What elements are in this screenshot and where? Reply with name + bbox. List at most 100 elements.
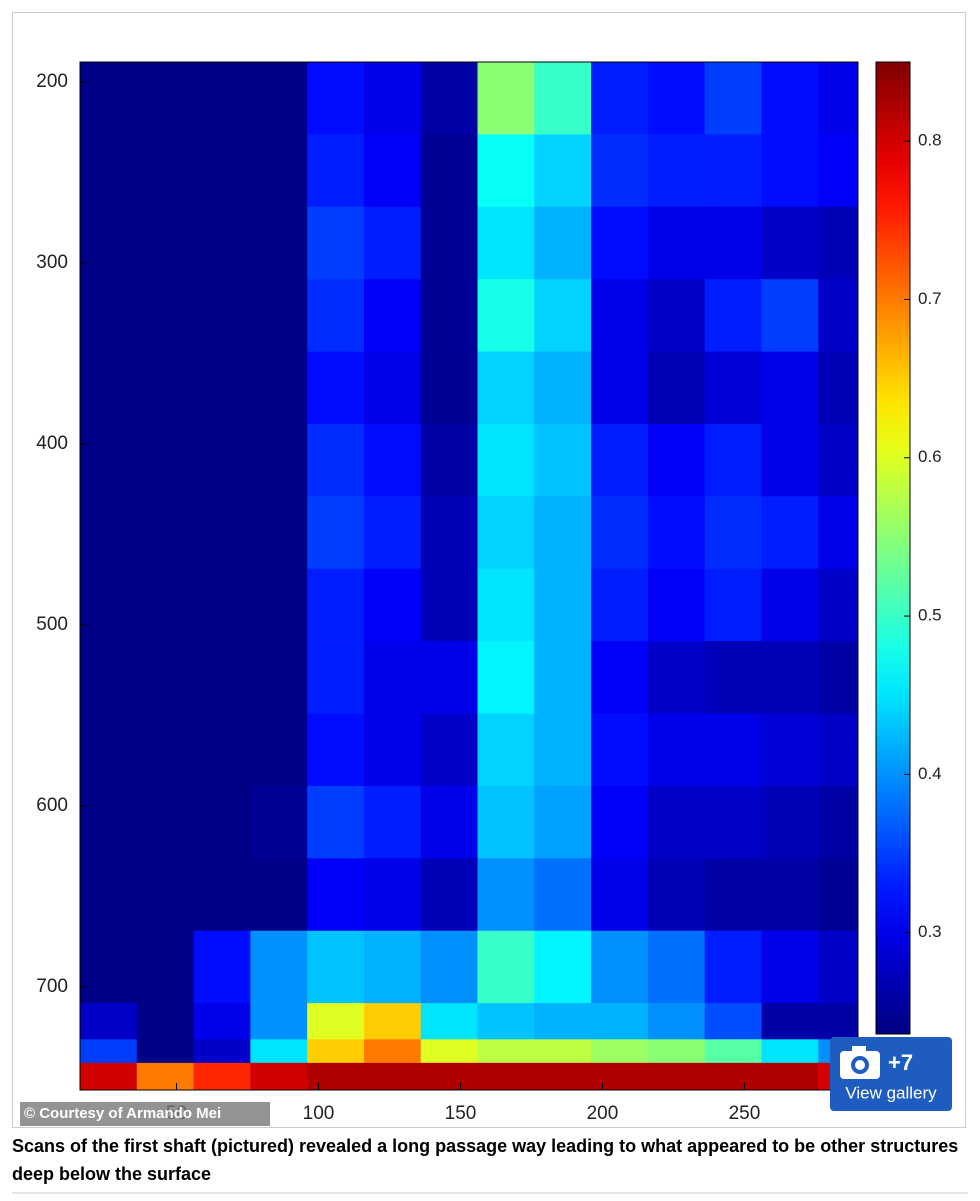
heat-cell	[250, 279, 308, 353]
heat-cell	[307, 713, 365, 787]
heat-cell	[363, 206, 422, 280]
heat-cell	[363, 1003, 422, 1040]
heat-cell	[420, 930, 479, 1004]
heat-cell	[534, 930, 592, 1004]
heat-cell	[193, 568, 251, 642]
heat-cell	[136, 496, 195, 570]
heat-cell	[477, 134, 535, 208]
heat-cell	[136, 1062, 195, 1090]
heat-cell	[591, 858, 649, 932]
heat-cell	[704, 1003, 762, 1040]
heat-cell	[193, 713, 251, 787]
heat-cell	[647, 641, 706, 715]
heat-cell	[250, 641, 308, 715]
heat-cell	[420, 496, 479, 570]
heat-cell	[307, 1003, 365, 1040]
heat-cell	[591, 496, 649, 570]
heat-cell	[704, 1039, 762, 1064]
heat-cell	[193, 1003, 251, 1040]
heat-cell	[193, 62, 251, 135]
heat-cell	[761, 1039, 819, 1064]
heat-cell	[307, 279, 365, 353]
heat-cell	[534, 1003, 592, 1040]
y-tick-label: 500	[36, 614, 68, 635]
heat-cell	[193, 1039, 251, 1064]
heat-cell	[647, 1039, 706, 1064]
heat-cell	[136, 1003, 195, 1040]
heat-cell	[80, 206, 138, 280]
heat-cell	[420, 134, 479, 208]
heat-cell	[250, 496, 308, 570]
heat-cell	[477, 930, 535, 1004]
heat-cell	[647, 785, 706, 859]
heat-cell	[818, 206, 858, 280]
heat-cell	[818, 62, 858, 135]
heat-cell	[704, 279, 762, 353]
heat-cell	[193, 423, 251, 497]
heat-cell	[250, 858, 308, 932]
gallery-count[interactable]: +7	[888, 1050, 913, 1075]
heat-cell	[704, 423, 762, 497]
heat-cell	[80, 496, 138, 570]
heat-cell	[363, 351, 422, 425]
heat-cell	[534, 858, 592, 932]
heat-cell	[307, 351, 365, 425]
heat-cell	[80, 1039, 138, 1064]
heat-cell	[363, 62, 422, 135]
heat-cell	[818, 496, 858, 570]
heat-cell	[80, 134, 138, 208]
heat-cell	[591, 930, 649, 1004]
heat-cell	[307, 785, 365, 859]
heat-cell	[477, 1062, 535, 1090]
camera-icon[interactable]	[840, 1046, 880, 1079]
colorbar-tick-label: 0.7	[918, 289, 942, 308]
heat-cell	[193, 785, 251, 859]
heat-cell	[761, 423, 819, 497]
heat-cell	[704, 1062, 762, 1090]
heat-cell	[307, 496, 365, 570]
colorbar-tick-label: 0.4	[918, 764, 942, 783]
heat-cell	[363, 279, 422, 353]
heat-cell	[591, 206, 649, 280]
heat-cell	[80, 1062, 138, 1090]
heat-cell	[477, 1039, 535, 1064]
heat-cell	[136, 351, 195, 425]
heat-cell	[818, 134, 858, 208]
heat-cell	[647, 134, 706, 208]
heat-cell	[420, 1003, 479, 1040]
heat-cell	[761, 1062, 819, 1090]
heat-cell	[80, 568, 138, 642]
heat-cell	[591, 1039, 649, 1064]
heat-cell	[591, 785, 649, 859]
heat-cell	[250, 62, 308, 135]
heat-cell	[647, 279, 706, 353]
heat-cell	[307, 423, 365, 497]
heat-cell	[704, 206, 762, 280]
heat-cell	[534, 279, 592, 353]
heat-cell	[136, 62, 195, 135]
heat-cell	[80, 930, 138, 1004]
heat-cell	[420, 568, 479, 642]
heat-cell	[591, 134, 649, 208]
heat-cell	[307, 641, 365, 715]
heat-cell	[80, 279, 138, 353]
heat-cell	[477, 496, 535, 570]
heat-cell	[477, 713, 535, 787]
heat-cell	[761, 930, 819, 1004]
heat-cell	[818, 568, 858, 642]
gallery-label[interactable]: View gallery	[845, 1083, 937, 1102]
heat-cell	[363, 713, 422, 787]
heat-cell	[80, 1003, 138, 1040]
heat-cell	[818, 858, 858, 932]
heat-cell	[363, 641, 422, 715]
heat-cell	[647, 568, 706, 642]
colorbar-tick-label: 0.8	[918, 131, 942, 150]
heat-cell	[420, 713, 479, 787]
heat-cell	[477, 206, 535, 280]
heat-cell	[250, 568, 308, 642]
heat-cell	[477, 641, 535, 715]
heat-cell	[591, 641, 649, 715]
heat-cell	[363, 930, 422, 1004]
heat-cell	[250, 785, 308, 859]
